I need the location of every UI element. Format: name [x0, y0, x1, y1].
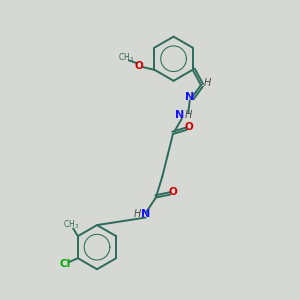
Text: Cl: Cl	[60, 259, 71, 269]
Text: O: O	[135, 61, 143, 71]
Text: H: H	[134, 209, 141, 219]
Text: N: N	[185, 92, 194, 102]
Text: H: H	[204, 78, 211, 88]
Text: O: O	[169, 187, 177, 197]
Text: N: N	[141, 209, 150, 219]
Text: H: H	[185, 110, 193, 120]
Text: CH$_3$: CH$_3$	[118, 52, 134, 64]
Text: O: O	[185, 122, 194, 133]
Text: CH$_3$: CH$_3$	[63, 219, 80, 231]
Text: N: N	[176, 110, 184, 120]
